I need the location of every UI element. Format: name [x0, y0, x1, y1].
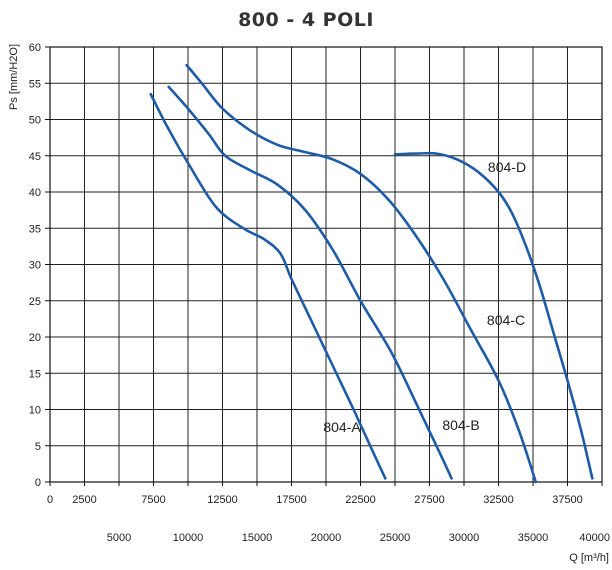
y-tick-label: 60 — [29, 42, 41, 54]
x-axis-ticks: 0 2500 7500 12500 17500 22500 27500 32500 37500 5… — [47, 482, 610, 544]
curves — [149, 63, 594, 484]
series-label-804-d: 804-D — [488, 159, 526, 175]
x-tick-label: 10000 — [173, 532, 204, 544]
y-tick-label: 25 — [29, 296, 41, 308]
x-tick-label: 30000 — [449, 532, 480, 544]
x-tick-label: 2500 — [72, 494, 96, 506]
y-axis-label: Ps [mm/H2O] — [8, 44, 20, 110]
series-line-804-a — [149, 92, 387, 480]
x-tick-label: 32500 — [483, 494, 514, 506]
series-line-804-b — [167, 85, 453, 480]
y-axis-ticks: 0 5 10 15 20 25 30 35 40 45 50 55 60 — [29, 42, 50, 489]
y-tick-label: 35 — [29, 223, 41, 235]
y-tick-label: 40 — [29, 187, 41, 199]
y-tick-label: 55 — [29, 78, 41, 90]
x-tick-label: 0 — [47, 494, 53, 506]
x-tick-label: 5000 — [107, 532, 131, 544]
x-tick-label: 15000 — [242, 532, 273, 544]
y-tick-label: 0 — [35, 477, 41, 489]
series-line-804-d — [393, 151, 594, 480]
grid-layer — [49, 46, 603, 483]
x-tick-label: 27500 — [414, 494, 445, 506]
series-label-804-c: 804-C — [487, 312, 525, 328]
y-tick-label: 45 — [29, 151, 41, 163]
x-tick-label: 40000 — [579, 532, 610, 544]
y-tick-label: 20 — [29, 332, 41, 344]
y-tick-label: 30 — [29, 260, 41, 272]
x-tick-label: 20000 — [311, 532, 342, 544]
x-tick-label: 12500 — [207, 494, 238, 506]
series-label-804-a: 804-A — [323, 419, 361, 435]
y-tick-label: 5 — [35, 441, 41, 453]
series-label-804-b: 804-B — [442, 417, 479, 433]
x-tick-label: 7500 — [141, 494, 165, 506]
x-tick-label: 17500 — [276, 494, 307, 506]
series-line-804-c — [185, 63, 538, 484]
x-tick-label: 35000 — [518, 532, 549, 544]
x-tick-label: 25000 — [380, 532, 411, 544]
x-tick-label: 37500 — [552, 494, 583, 506]
series-labels: 804-A 804-B 804-C 804-D — [323, 159, 526, 435]
x-axis-label: Q [m³/h] — [569, 552, 609, 564]
x-tick-label: 22500 — [345, 494, 376, 506]
y-tick-label: 50 — [29, 115, 41, 127]
y-tick-label: 10 — [29, 405, 41, 417]
chart-title: 800 - 4 POLI — [238, 9, 374, 31]
y-tick-label: 15 — [29, 368, 41, 380]
